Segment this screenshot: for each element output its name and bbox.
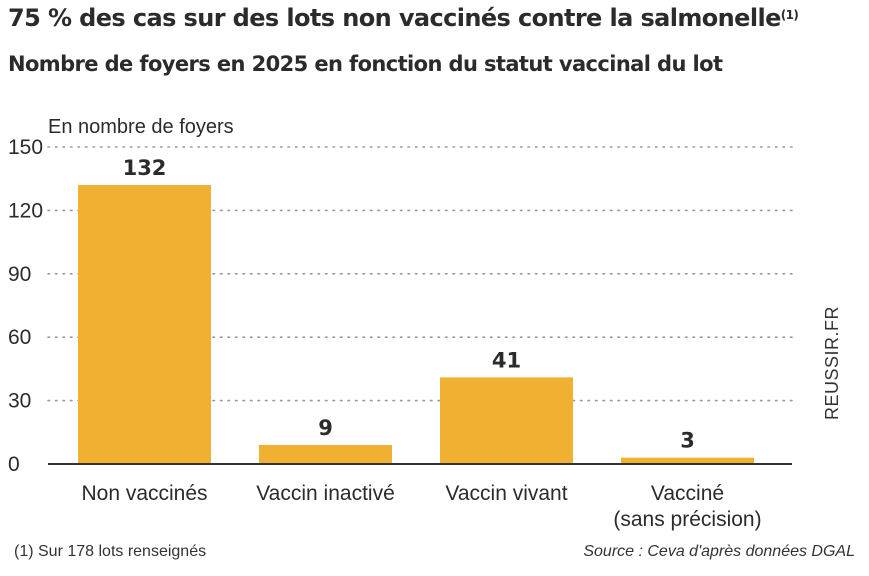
chart-subtitle: Nombre de foyers en 2025 en fonction du … bbox=[8, 52, 723, 76]
y-tick-label: 0 bbox=[8, 453, 20, 476]
data-label: 132 bbox=[123, 156, 167, 180]
bar-chart: 0 30 60 90 120 150 132 Non vaccinés 9 Vaccin inac… bbox=[8, 136, 793, 531]
chart-title: 75 % des cas sur des lots non vaccinés c… bbox=[8, 4, 799, 32]
bar bbox=[78, 185, 211, 465]
footnote: (1) Sur 178 lots renseignés bbox=[14, 543, 207, 560]
y-tick-label: 60 bbox=[8, 326, 31, 349]
x-tick-label: Vacciné bbox=[651, 482, 724, 505]
source-note: Source : Ceva d'après données DGAL bbox=[583, 543, 855, 560]
data-label: 41 bbox=[492, 348, 521, 372]
bar bbox=[440, 377, 573, 464]
x-tick-label: Non vaccinés bbox=[81, 482, 207, 505]
bar bbox=[621, 457, 754, 464]
x-tick-label: Vaccin inactivé bbox=[256, 482, 395, 505]
y-tick-label: 30 bbox=[8, 390, 31, 413]
x-tick-label: Vaccin vivant bbox=[445, 482, 567, 505]
bar bbox=[259, 444, 392, 464]
y-tick-label: 150 bbox=[8, 136, 43, 159]
y-tick-label: 90 bbox=[8, 263, 31, 286]
x-tick-label: (sans précision) bbox=[613, 508, 761, 531]
data-label: 3 bbox=[680, 429, 695, 453]
y-axis-label: En nombre de foyers bbox=[48, 116, 234, 138]
data-label: 9 bbox=[318, 416, 333, 440]
y-tick-label: 120 bbox=[8, 199, 43, 222]
watermark: REUSSIR.FR bbox=[822, 305, 842, 420]
title-footnote-marker: (1) bbox=[780, 8, 799, 22]
